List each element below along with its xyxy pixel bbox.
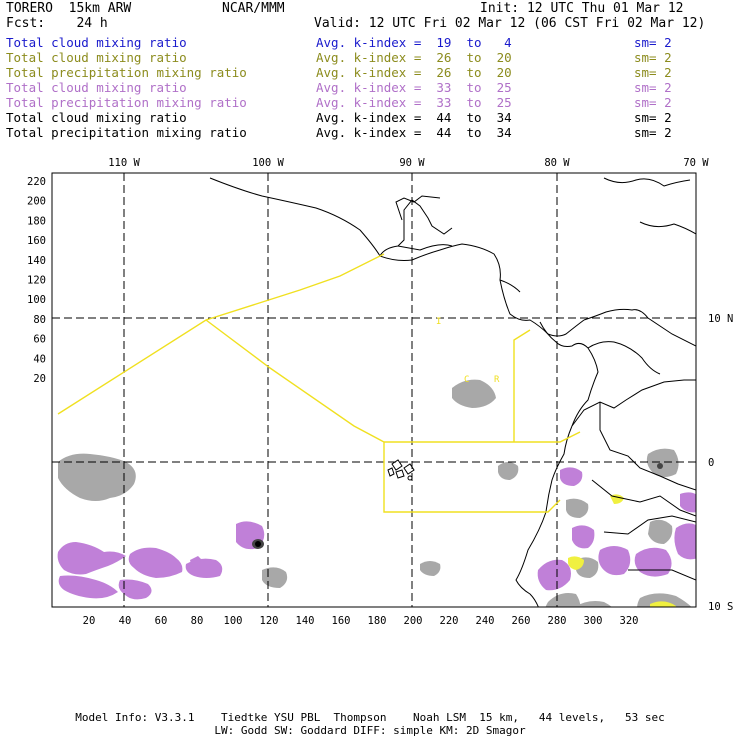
heavy-cloud-dark-cores [252, 463, 663, 549]
y-tick-label: 120 [27, 275, 46, 287]
legend-k-index: Avg. k-index = 33 to 25 [316, 95, 512, 110]
x-tick-label: 240 [476, 615, 495, 627]
dashed-grid [52, 173, 696, 607]
annotation-i: I [436, 317, 441, 327]
x-tick-label: 20 [83, 615, 96, 627]
legend-smoothing: sm= 2 [634, 65, 672, 80]
legend-smoothing: sm= 2 [634, 95, 672, 110]
lat-label: 10 S [708, 601, 733, 613]
y-tick-label: 140 [27, 255, 46, 267]
legend-k-index: Avg. k-index = 19 to 4 [316, 35, 512, 50]
legend-k-index: Avg. k-index = 33 to 25 [316, 80, 512, 95]
legend-smoothing: sm= 2 [634, 35, 672, 50]
lon-label: 80 W [544, 157, 570, 169]
annotation-letters: I C R [436, 317, 500, 385]
forecast-map: I C R 110 W 100 W 90 W 80 W 70 W 10 N 0 10 S 220… [27, 157, 733, 627]
y-tick-label: 100 [27, 294, 46, 306]
x-tick-label: 60 [155, 615, 168, 627]
y-tick-label: 220 [27, 176, 46, 188]
init-time: Init: 12 UTC Thu 01 Mar 12 [480, 1, 684, 16]
y-tick-label: 80 [33, 314, 46, 326]
y-tick-label: 60 [33, 334, 46, 346]
x-tick-label: 140 [296, 615, 315, 627]
organization-label: NCAR/MMM [222, 1, 285, 16]
lat-label: 0 [708, 457, 714, 469]
x-tick-label: 280 [548, 615, 567, 627]
map-frame [51, 172, 697, 608]
x-tick-label: 80 [191, 615, 204, 627]
precip-violet-areas [57, 467, 696, 600]
legend-k-index: Avg. k-index = 26 to 20 [316, 50, 512, 65]
legend-k-index: Avg. k-index = 44 to 34 [316, 125, 512, 140]
lon-label: 100 W [252, 157, 284, 169]
legend-label: Total cloud mixing ratio [6, 110, 187, 125]
physics-info-line: LW: Godd SW: Goddard DIFF: simple KM: 2D… [214, 724, 526, 737]
legend-k-index: Avg. k-index = 26 to 20 [316, 65, 512, 80]
legend-label: Total cloud mixing ratio [6, 80, 187, 95]
x-tick-label: 200 [404, 615, 423, 627]
legend-label: Total precipitation mixing ratio [6, 125, 247, 140]
y-tick-label: 40 [33, 353, 46, 365]
x-tick-label: 220 [440, 615, 459, 627]
legend-label: Total cloud mixing ratio [6, 50, 187, 65]
lon-label: 110 W [108, 157, 140, 169]
x-tick-label: 260 [512, 615, 531, 627]
x-tick-label: 320 [620, 615, 639, 627]
y-tick-label: 180 [27, 215, 46, 227]
legend-smoothing: sm= 2 [634, 110, 672, 125]
cloud-gray-areas [58, 379, 692, 607]
valid-time: Valid: 12 UTC Fri 02 Mar 12 (06 CST Fri … [314, 16, 706, 31]
x-tick-label: 160 [332, 615, 351, 627]
legend-label: Total precipitation mixing ratio [6, 95, 247, 110]
forecast-hour: Fcst: 24 h [6, 16, 108, 31]
legend-label: Total precipitation mixing ratio [6, 65, 247, 80]
legend-smoothing: sm= 2 [634, 125, 672, 140]
legend-label: Total cloud mixing ratio [6, 35, 187, 50]
annotation-r: R [494, 375, 500, 385]
legend-smoothing: sm= 2 [634, 80, 672, 95]
x-tick-label: 120 [260, 615, 279, 627]
y-tick-label: 160 [27, 235, 46, 247]
legend-smoothing: sm= 2 [634, 50, 672, 65]
x-tick-label: 300 [584, 615, 603, 627]
lon-label: 70 W [683, 157, 709, 169]
model-info-line: Model Info: V3.3.1 Tiedtke YSU PBL Thomp… [75, 711, 665, 724]
model-title: TORERO 15km ARW [6, 1, 132, 16]
galapagos-islands [387, 459, 415, 481]
legend-k-index: Avg. k-index = 44 to 34 [316, 110, 512, 125]
y-tick-label: 20 [33, 373, 46, 385]
eez-boundaries [57, 253, 581, 513]
lon-label: 90 W [399, 157, 425, 169]
x-tick-label: 180 [368, 615, 387, 627]
coastlines [209, 177, 696, 607]
y-tick-label: 200 [27, 196, 46, 208]
x-tick-label: 40 [119, 615, 132, 627]
annotation-c: C [464, 375, 469, 385]
x-tick-label: 100 [224, 615, 243, 627]
lat-label: 10 N [708, 313, 733, 325]
